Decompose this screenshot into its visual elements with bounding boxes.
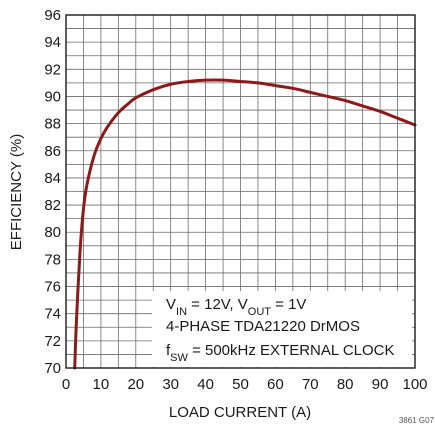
y-tick-labels: 70 72 74 76 78 80 82 84 86 88 90 92 94 96 bbox=[44, 7, 61, 377]
y-tick-label: 90 bbox=[44, 88, 61, 105]
x-tick-label: 0 bbox=[62, 376, 70, 393]
x-tick-label: 10 bbox=[93, 376, 110, 393]
annotation-box bbox=[152, 291, 412, 367]
y-tick-label: 78 bbox=[44, 251, 61, 268]
plot-frame bbox=[65, 14, 416, 369]
y-tick-label: 72 bbox=[44, 333, 61, 350]
y-tick-label: 96 bbox=[44, 7, 61, 24]
y-tick-label: 84 bbox=[44, 170, 61, 187]
y-tick-label: 76 bbox=[44, 279, 61, 296]
x-tick-label: 40 bbox=[197, 376, 214, 393]
figure-reference: 3861 G07 bbox=[399, 416, 435, 425]
x-tick-label: 80 bbox=[337, 376, 354, 393]
efficiency-curve bbox=[73, 78, 417, 370]
series-layer bbox=[73, 78, 417, 370]
y-tick-label: 92 bbox=[44, 61, 61, 78]
y-tick-label: 70 bbox=[44, 360, 61, 377]
x-tick-label: 20 bbox=[127, 376, 144, 393]
x-tick-label: 100 bbox=[402, 376, 427, 393]
x-axis-title: LOAD CURRENT (A) bbox=[169, 404, 311, 421]
annotation-line-1: VIN = 12V, VOUT = 1V bbox=[166, 296, 306, 318]
y-tick-label: 82 bbox=[44, 197, 61, 214]
x-tick-label: 70 bbox=[302, 376, 319, 393]
x-tick-labels: 0 10 20 30 40 50 60 70 80 90 100 bbox=[62, 376, 428, 393]
x-tick-label: 60 bbox=[267, 376, 284, 393]
y-axis-title: EFFICIENCY (%) bbox=[8, 134, 25, 250]
y-tick-label: 88 bbox=[44, 116, 61, 133]
annotation-line-3: fSW = 500kHz EXTERNAL CLOCK bbox=[166, 342, 395, 364]
y-tick-label: 80 bbox=[44, 224, 61, 241]
y-tick-label: 94 bbox=[44, 34, 61, 51]
x-tick-label: 90 bbox=[372, 376, 389, 393]
x-tick-label: 30 bbox=[162, 376, 179, 393]
x-tick-label: 50 bbox=[232, 376, 249, 393]
y-tick-label: 86 bbox=[44, 143, 61, 160]
annotation-line-2: 4-PHASE TDA21220 DrMOS bbox=[166, 318, 360, 335]
y-tick-label: 74 bbox=[44, 306, 61, 323]
